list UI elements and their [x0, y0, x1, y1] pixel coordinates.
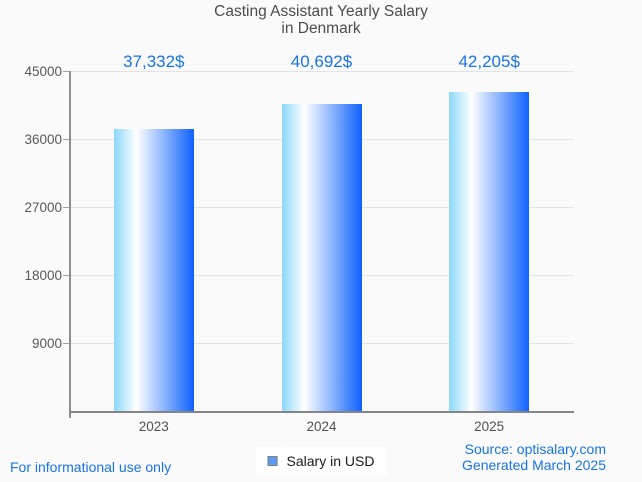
y-axis-tick [63, 139, 70, 140]
y-axis-line [69, 71, 71, 411]
x-axis-line [69, 411, 574, 413]
legend-label: Salary in USD [286, 453, 375, 469]
footer-disclaimer: For informational use only [10, 459, 172, 475]
y-axis-tick-label: 18000 [24, 268, 62, 283]
y-axis-tick-label: 45000 [24, 64, 62, 79]
y-axis-tick-label: 36000 [24, 132, 62, 147]
source-line: Source: optisalary.com [464, 441, 606, 457]
y-axis-tick [63, 71, 70, 72]
bar-value-label: 42,205$ [458, 52, 520, 71]
bar-value-label: 40,692$ [290, 52, 353, 71]
y-axis-tick [63, 275, 70, 276]
bar-2025[interactable] [449, 92, 530, 411]
chart-title: Casting Assistant Yearly Salary in Denma… [0, 3, 642, 37]
gridline [70, 71, 573, 72]
bar-value-label: 37,332$ [123, 52, 185, 71]
y-axis-tick-label: 27000 [24, 200, 62, 215]
bar-2023[interactable] [113, 128, 194, 411]
source-attribution: Source: optisalary.com Generated March 2… [462, 441, 606, 473]
y-axis-tick-label: 9000 [31, 336, 62, 351]
bar-2024[interactable] [281, 103, 362, 411]
x-axis-category-label: 2024 [306, 419, 337, 434]
generated-line: Generated March 2025 [462, 457, 606, 473]
y-axis-tick [63, 207, 70, 208]
legend[interactable]: Salary in USD [255, 447, 387, 475]
y-axis-tick [63, 343, 70, 344]
x-axis-origin-tick [69, 413, 71, 418]
x-axis-category-label: 2025 [474, 419, 505, 434]
chart-title-line1: Casting Assistant Yearly Salary [214, 3, 428, 20]
x-axis-category-label: 2023 [138, 419, 169, 434]
legend-swatch-icon [267, 456, 278, 466]
chart-title-line2: in Denmark [281, 19, 361, 37]
